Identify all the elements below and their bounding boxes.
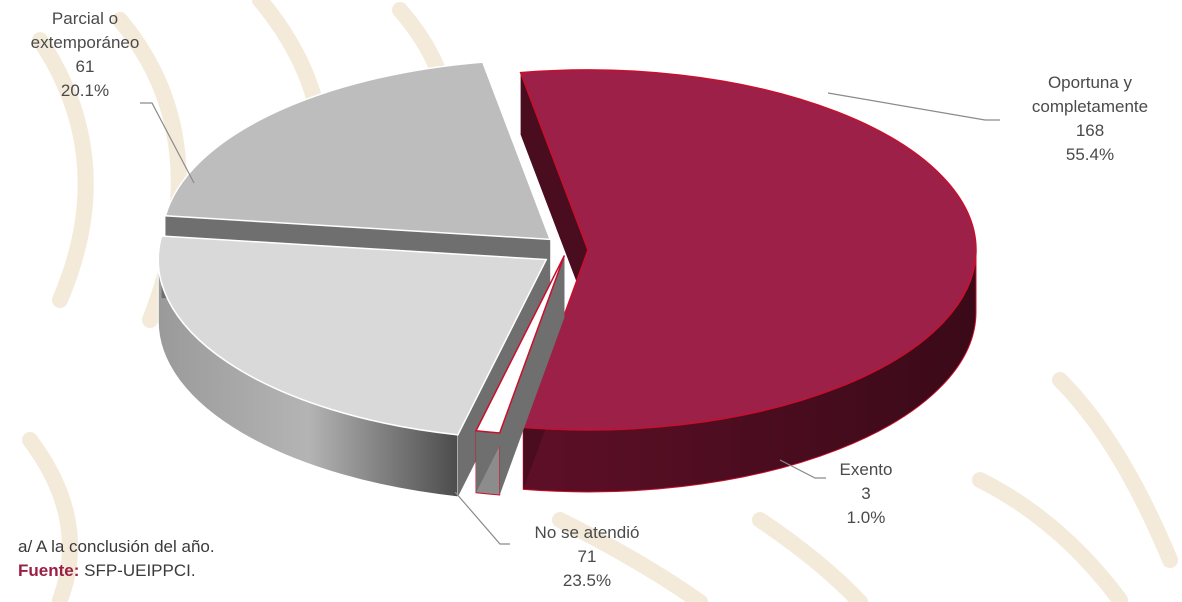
pie-slice-top (519, 69, 977, 431)
footnote-text: a/ A la conclusión del año. (18, 537, 215, 556)
data-label-line: Oportuna y (1048, 73, 1133, 92)
leader-line-no-se-atendio (454, 491, 510, 545)
data-label-line: 61 (76, 57, 95, 76)
data-label-line: 3 (861, 484, 870, 503)
footnote: a/ A la conclusión del año. (18, 537, 215, 557)
data-labels: Oportuna y completamente 168 55.4% Exento 3 1.… (31, 9, 1148, 590)
leader-line-parcial-o-extemporaneo (140, 102, 195, 184)
leader-line-exento (779, 459, 826, 479)
data-label-line: 20.1% (61, 81, 109, 100)
data-label-parcial-o-extemporaneo: Parcial o extemporáneo 61 20.1% (31, 9, 140, 100)
data-label-line: extemporáneo (31, 33, 140, 52)
leader-line-oportuna-y-completamente (827, 92, 1000, 121)
data-label-line: completamente (1032, 97, 1148, 116)
pie-slice-top (474, 255, 566, 434)
data-label-line: No se atendió (535, 523, 640, 542)
data-label-oportuna-y-completamente: Oportuna y completamente 168 55.4% (1032, 73, 1148, 164)
source-label: Fuente: (18, 561, 80, 580)
pie-slice-top (157, 235, 548, 436)
data-label-exento: Exento 3 1.0% (840, 460, 893, 527)
data-label-line: 168 (1076, 121, 1104, 140)
data-label-line: 1.0% (847, 508, 886, 527)
data-label-line: 23.5% (563, 571, 611, 590)
pie-slices (157, 61, 977, 498)
leader-lines (140, 92, 1000, 545)
source-value: SFP-UEIPPCI. (79, 561, 196, 580)
data-label-line: Exento (840, 460, 893, 479)
data-label-line: 71 (578, 547, 597, 566)
data-label-no-se-atendio: No se atendió 71 23.5% (535, 523, 640, 590)
pie-slice-exento (474, 255, 566, 496)
pie-slice-oportuna-y-completamente (519, 69, 977, 493)
data-label-line: 55.4% (1066, 145, 1114, 164)
pie-slice-cut-face (520, 72, 588, 312)
data-label-line: Parcial o (52, 9, 118, 28)
source-note: Fuente: SFP-UEIPPCI. (18, 561, 196, 581)
pie-slice-top (164, 61, 552, 241)
